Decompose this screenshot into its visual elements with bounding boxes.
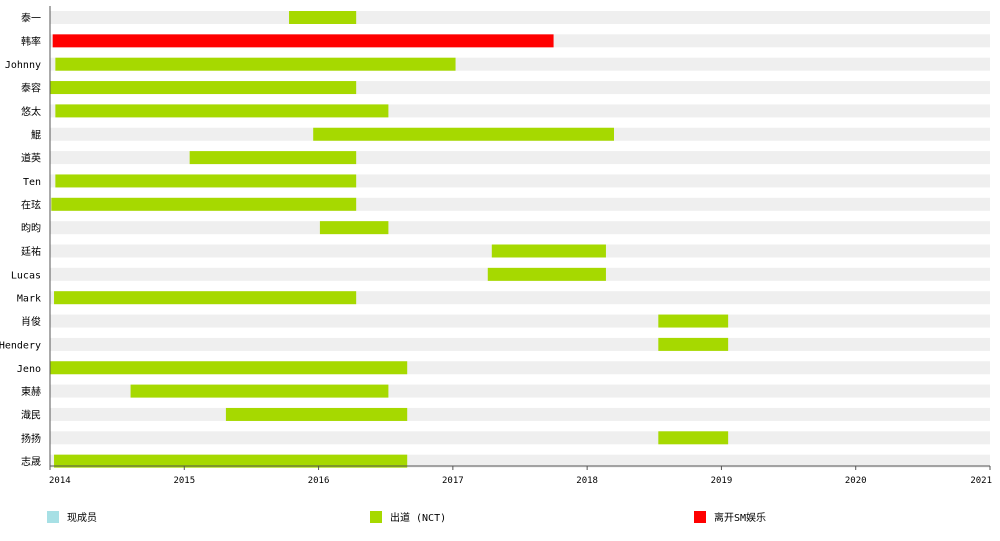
member-label: 志晟 [21,455,41,468]
member-bar [491,244,606,258]
member-bar [52,34,554,48]
member-row: 東赫 [21,384,990,398]
membership-track [50,407,990,421]
member-label: 東赫 [21,385,41,398]
member-label: 鯤 [31,129,41,141]
membership-track [50,221,990,235]
legend-item-debut: 出道 (NCT) [370,509,446,524]
legend-swatch-current [47,510,59,523]
member-bar [313,127,614,141]
member-bar [319,221,389,235]
member-label: 渽民 [21,408,41,421]
member-bar [55,57,456,71]
membership-track [50,431,990,445]
member-row: Johnny [5,57,990,71]
member-bar [658,431,729,445]
member-label: 扬扬 [21,432,41,445]
member-row: 鯤 [31,127,990,141]
membership-track [50,337,990,351]
member-bar [130,384,389,398]
member-label: Johnny [5,60,41,71]
member-row: Lucas [11,267,990,281]
member-label: 道英 [21,152,41,165]
member-bar [487,267,606,281]
member-row: 肖俊 [21,314,990,328]
x-tick-label: 2014 [49,476,71,486]
member-label: 韩率 [21,35,41,48]
member-bar [225,407,408,421]
legend-item-left: 离开SM娱乐 [694,509,766,524]
member-row: Jeno [17,361,990,375]
member-label: Hendery [0,340,41,351]
member-row: 在玹 [21,197,990,211]
member-row: 泰一 [21,11,990,25]
member-bar [51,197,357,211]
legend-swatch-left [694,510,706,523]
member-label: 泰容 [21,82,41,95]
member-bar [50,81,357,95]
member-bar [658,337,729,351]
member-bar [55,174,357,188]
legend-swatch-debut [370,510,382,523]
member-bar [289,11,357,24]
member-bar [658,314,729,328]
member-label: Jeno [17,364,41,375]
legend-label-current: 现成员 [67,513,97,524]
legend-label-debut: 出道 (NCT) [390,513,447,524]
x-tick-label: 2018 [576,476,598,486]
member-bar [54,454,408,468]
member-bar [189,151,357,165]
x-tick-label: 2016 [308,476,330,486]
member-row: 昀昀 [21,221,990,235]
legend-label-left: 离开SM娱乐 [714,513,767,524]
x-axis: 2014 2015 2016 2017 2018 2019 2020 2021 [49,6,992,486]
x-tick-label: 2015 [173,476,195,486]
member-label: 泰一 [21,12,41,25]
x-tick-label: 2020 [845,476,867,486]
legend-item-current: 现成员 [47,509,97,524]
member-row: 悠太 [21,104,990,118]
x-tick-label: 2017 [442,476,464,486]
member-label: 廷祐 [21,245,41,258]
member-label: Lucas [11,270,41,281]
member-bar [54,291,357,305]
member-label: 悠太 [21,105,41,118]
member-row: Mark [17,291,990,305]
member-row: 渽民 [21,407,990,421]
member-label: 肖俊 [21,315,41,328]
member-row: 韩率 [21,34,990,48]
member-row: 廷祐 [21,244,990,258]
member-row: Ten [23,174,990,188]
member-row: Hendery [0,337,990,351]
member-bar [55,104,389,118]
member-row: 泰容 [21,81,990,95]
member-label: Ten [23,177,41,188]
member-label: Mark [17,294,41,305]
member-row: 扬扬 [21,431,990,445]
membership-track [50,11,990,24]
member-row: 道英 [21,151,990,165]
membership-track [50,314,990,328]
member-bar [50,361,408,375]
x-tick-label: 2021 [970,476,992,486]
member-label: 在玹 [21,198,41,211]
member-label: 昀昀 [21,222,41,235]
member-row: 志晟 [21,454,990,468]
x-tick-label: 2019 [711,476,733,486]
